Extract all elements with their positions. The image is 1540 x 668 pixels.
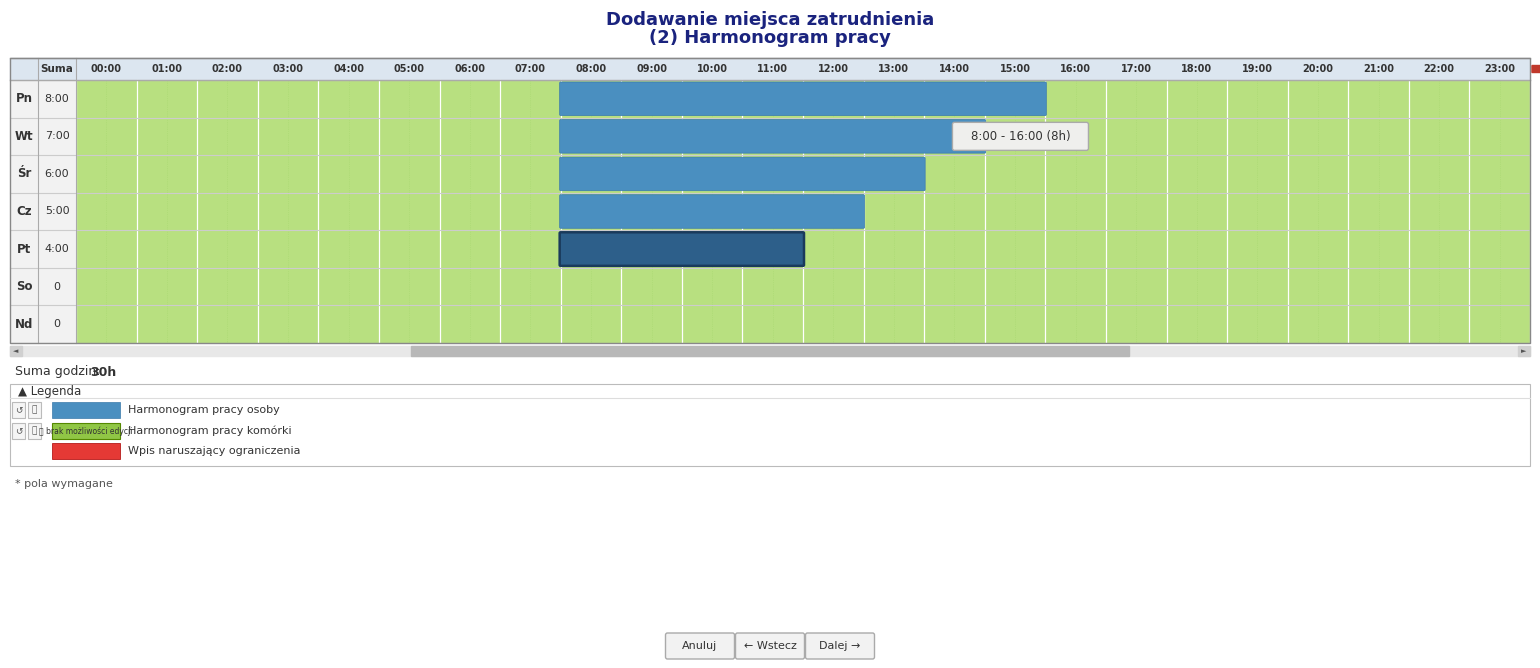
Bar	[12, 402, 25, 418]
Text: 14:00: 14:00	[939, 64, 970, 74]
Text: 06:00: 06:00	[454, 64, 485, 74]
Bar	[9, 155, 75, 192]
Bar	[12, 423, 25, 439]
FancyBboxPatch shape	[952, 122, 1089, 150]
Bar	[9, 118, 75, 155]
Text: 🔍: 🔍	[32, 405, 37, 415]
FancyBboxPatch shape	[559, 82, 1046, 116]
Text: 04:00: 04:00	[333, 64, 363, 74]
Text: 0: 0	[54, 319, 60, 329]
Text: Suma: Suma	[40, 64, 74, 74]
Text: 🔒 brak możliwości edycji: 🔒 brak możliwości edycji	[38, 426, 132, 436]
Text: 10:00: 10:00	[696, 64, 727, 74]
Bar	[75, 118, 1531, 155]
Text: 09:00: 09:00	[636, 64, 667, 74]
Text: 20:00: 20:00	[1303, 64, 1334, 74]
Text: 07:00: 07:00	[514, 64, 545, 74]
Bar	[75, 80, 1531, 118]
Text: 17:00: 17:00	[1121, 64, 1152, 74]
Text: Dalej →: Dalej →	[819, 641, 861, 651]
Text: Pt: Pt	[17, 242, 31, 256]
Bar	[9, 384, 1531, 466]
Text: 22:00: 22:00	[1423, 64, 1455, 74]
Text: 5:00: 5:00	[45, 206, 69, 216]
Bar	[28, 402, 42, 418]
Text: 7:00: 7:00	[45, 132, 69, 142]
Text: ►: ►	[1522, 348, 1526, 354]
Text: 08:00: 08:00	[576, 64, 607, 74]
Text: 8:00: 8:00	[45, 94, 69, 104]
Text: 13:00: 13:00	[878, 64, 910, 74]
Text: 12:00: 12:00	[818, 64, 849, 74]
Text: ↺: ↺	[15, 405, 22, 415]
Text: 6:00: 6:00	[45, 169, 69, 179]
FancyBboxPatch shape	[559, 120, 986, 153]
Text: 21:00: 21:00	[1363, 64, 1394, 74]
Text: 15:00: 15:00	[999, 64, 1030, 74]
FancyBboxPatch shape	[559, 157, 926, 191]
Text: Harmonogram pracy komórki: Harmonogram pracy komórki	[128, 426, 291, 436]
Text: Cz: Cz	[17, 205, 32, 218]
Text: 00:00: 00:00	[91, 64, 122, 74]
Text: 19:00: 19:00	[1241, 64, 1274, 74]
Bar	[9, 192, 75, 230]
Text: Wpis naruszający ograniczenia: Wpis naruszający ograniczenia	[128, 446, 300, 456]
FancyBboxPatch shape	[559, 194, 864, 228]
Text: 30h: 30h	[89, 365, 116, 379]
Bar	[52, 402, 120, 418]
Text: ▲ Legenda: ▲ Legenda	[18, 385, 82, 397]
Text: ↺: ↺	[15, 426, 22, 436]
Text: Nd: Nd	[15, 318, 34, 331]
Bar	[28, 423, 42, 439]
Text: 05:00: 05:00	[394, 64, 425, 74]
Bar	[9, 58, 1531, 343]
Text: 16:00: 16:00	[1060, 64, 1092, 74]
Text: 02:00: 02:00	[213, 64, 243, 74]
Text: Harmonogram pracy osoby: Harmonogram pracy osoby	[128, 405, 280, 415]
Text: 🔍: 🔍	[32, 426, 37, 436]
Text: 0: 0	[54, 282, 60, 292]
Bar	[9, 268, 75, 305]
Bar	[9, 346, 22, 356]
Bar	[9, 80, 75, 118]
Text: Anuluj: Anuluj	[682, 641, 718, 651]
Text: * pola wymagane: * pola wymagane	[15, 479, 112, 489]
Text: 11:00: 11:00	[758, 64, 788, 74]
Bar	[9, 58, 1531, 80]
Text: ← Wstecz: ← Wstecz	[744, 641, 796, 651]
Text: 03:00: 03:00	[273, 64, 303, 74]
Bar	[75, 268, 1531, 305]
Text: ◄: ◄	[14, 348, 18, 354]
Text: 23:00: 23:00	[1485, 64, 1515, 74]
Bar	[52, 443, 120, 459]
FancyBboxPatch shape	[805, 633, 875, 659]
Bar	[9, 230, 75, 268]
Bar	[75, 155, 1531, 192]
Text: Wt: Wt	[15, 130, 34, 143]
FancyBboxPatch shape	[736, 633, 804, 659]
Text: 8:00 - 16:00 (8h): 8:00 - 16:00 (8h)	[970, 130, 1070, 143]
FancyBboxPatch shape	[559, 232, 804, 266]
Text: Śr: Śr	[17, 168, 31, 180]
Text: (2) Harmonogram pracy: (2) Harmonogram pracy	[648, 29, 892, 47]
Bar	[75, 230, 1531, 268]
Text: 01:00: 01:00	[151, 64, 182, 74]
Bar	[9, 346, 1531, 356]
Text: 4:00: 4:00	[45, 244, 69, 254]
Bar	[75, 192, 1531, 230]
Bar	[52, 423, 120, 439]
Bar	[9, 305, 75, 343]
Text: So: So	[15, 280, 32, 293]
Bar	[1518, 346, 1531, 356]
FancyArrow shape	[1532, 63, 1540, 75]
Bar	[75, 305, 1531, 343]
Text: Pn: Pn	[15, 92, 32, 106]
Text: Dodawanie miejsca zatrudnienia: Dodawanie miejsca zatrudnienia	[605, 11, 935, 29]
Text: 18:00: 18:00	[1181, 64, 1212, 74]
FancyBboxPatch shape	[665, 633, 735, 659]
Text: Suma godzin:: Suma godzin:	[15, 365, 105, 379]
Bar	[411, 346, 1129, 356]
